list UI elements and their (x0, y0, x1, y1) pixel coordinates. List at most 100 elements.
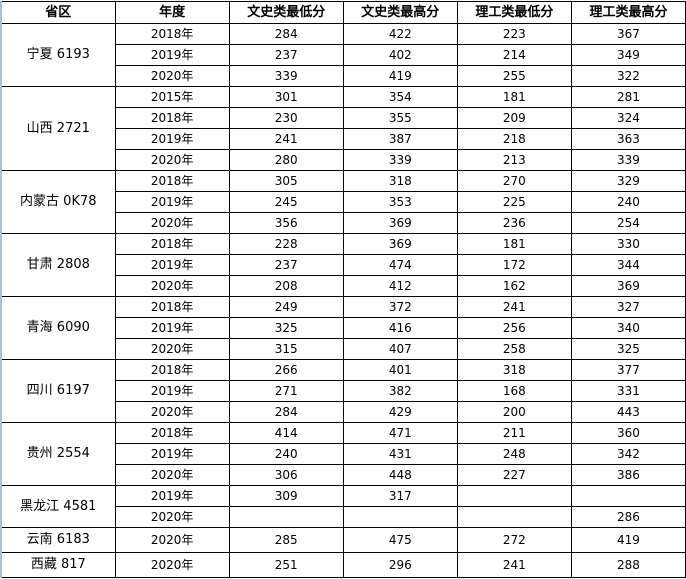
year-cell: 2018年 (114, 359, 230, 381)
arts-min-cell: 228 (228, 233, 344, 255)
arts-min-cell: 241 (228, 128, 344, 150)
arts-min-cell: 208 (228, 275, 344, 297)
table-row: 2020年 280 339 213 339 (1, 149, 686, 171)
table-row: 黑龙江 4581 2019年 309 317 (0, 485, 686, 528)
arts-min-cell: 339 (228, 65, 344, 87)
province-cell: 贵州 2554 (0, 422, 116, 486)
table-row: 甘肃 2808 2018年 228 369 181 330 (0, 233, 686, 297)
header-year: 年度 (114, 1, 230, 24)
science-min-cell: 272 (456, 527, 572, 553)
year-cell: 2020年 (114, 338, 230, 360)
arts-min-cell: 285 (228, 527, 344, 553)
science-max-cell: 367 (570, 23, 686, 45)
year-cell: 2019年 (114, 317, 230, 339)
year-cell: 2019年 (114, 443, 230, 465)
year-cell: 2015年 (114, 86, 230, 108)
arts-max-cell: 448 (342, 464, 458, 486)
science-min-cell: 181 (456, 233, 572, 255)
arts-max-cell: 387 (342, 128, 458, 150)
header-row: 省区 年度 文史类最低分 文史类最高分 理工类最低分 理工类最高分 (0, 1, 686, 24)
year-cell: 2020年 (114, 506, 230, 528)
table-row: 云南 6183 2020年 285 475 272 419 (0, 527, 686, 553)
arts-min-cell: 284 (228, 401, 344, 423)
science-min-cell: 241 (456, 296, 572, 318)
science-max-cell: 240 (570, 191, 686, 213)
arts-max-cell: 369 (342, 212, 458, 234)
arts-max-cell: 318 (342, 170, 458, 192)
science-max-cell: 329 (570, 170, 686, 192)
header-province: 省区 (0, 1, 116, 24)
year-cell: 2018年 (114, 296, 230, 318)
science-min-cell: 213 (456, 149, 572, 171)
arts-max-cell: 429 (342, 401, 458, 423)
arts-min-cell: 230 (228, 107, 344, 129)
header-arts-min: 文史类最低分 (228, 1, 344, 24)
table-row: 2019年 237 474 172 344 (1, 254, 686, 276)
table-row: 四川 6197 2018年 266 401 318 377 (0, 359, 686, 423)
table-row: 2019年 241 387 218 363 (1, 128, 686, 150)
arts-min-cell: 414 (228, 422, 344, 444)
science-min-cell: 236 (456, 212, 572, 234)
science-min-cell: 241 (456, 552, 572, 578)
science-max-cell: 281 (570, 86, 686, 108)
table-row: 贵州 2554 2018年 414 471 211 360 (0, 422, 686, 486)
arts-min-cell: 237 (228, 254, 344, 276)
arts-max-cell: 474 (342, 254, 458, 276)
science-min-cell: 172 (456, 254, 572, 276)
science-min-cell: 223 (456, 23, 572, 45)
year-cell: 2020年 (114, 212, 230, 234)
table-row: 山西 2721 2015年 301 354 181 281 (0, 86, 686, 171)
table-row: 2019年 325 416 256 340 (1, 317, 686, 339)
science-max-cell: 322 (570, 65, 686, 87)
arts-min-cell: 325 (228, 317, 344, 339)
year-cell: 2019年 (114, 44, 230, 66)
arts-max-cell: 402 (342, 44, 458, 66)
year-cell: 2019年 (114, 380, 230, 402)
science-min-cell: 258 (456, 338, 572, 360)
science-min-cell: 209 (456, 107, 572, 129)
province-cell: 青海 6090 (0, 296, 116, 360)
table-row: 2020年 286 (1, 506, 686, 528)
year-cell: 2020年 (114, 149, 230, 171)
arts-max-cell: 339 (342, 149, 458, 171)
arts-min-cell: 284 (228, 23, 344, 45)
science-max-cell: 288 (570, 552, 686, 578)
science-max-cell: 325 (570, 338, 686, 360)
arts-max-cell (342, 506, 458, 528)
arts-min-cell: 306 (228, 464, 344, 486)
year-cell: 2018年 (114, 170, 230, 192)
table-row: 青海 6090 2018年 249 372 241 327 (0, 296, 686, 360)
province-cell: 宁夏 6193 (0, 23, 116, 87)
year-cell: 2020年 (114, 401, 230, 423)
science-min-cell: 200 (456, 401, 572, 423)
table-row: 2020年 306 448 227 386 (1, 464, 686, 486)
arts-min-cell: 305 (228, 170, 344, 192)
province-cell: 黑龙江 4581 (0, 485, 116, 528)
arts-max-cell: 412 (342, 275, 458, 297)
year-cell: 2019年 (114, 254, 230, 276)
table-row: 2018年 230 355 209 324 (1, 107, 686, 129)
arts-max-cell: 416 (342, 317, 458, 339)
year-cell: 2018年 (114, 107, 230, 129)
science-max-cell: 286 (570, 506, 686, 528)
science-max-cell: 330 (570, 233, 686, 255)
science-min-cell: 214 (456, 44, 572, 66)
science-max-cell: 443 (570, 401, 686, 423)
year-cell: 2018年 (114, 422, 230, 444)
province-cell: 四川 6197 (0, 359, 116, 423)
arts-max-cell: 354 (342, 86, 458, 108)
table-body: 宁夏 6193 2018年 284 422 223 367 2019年 237 402 214 34… (0, 23, 686, 578)
science-max-cell: 363 (570, 128, 686, 150)
science-max-cell: 386 (570, 464, 686, 486)
year-cell: 2019年 (114, 485, 230, 507)
science-max-cell: 340 (570, 317, 686, 339)
arts-max-cell: 317 (342, 485, 458, 507)
science-min-cell: 227 (456, 464, 572, 486)
province-cell: 西藏 817 (0, 552, 116, 578)
arts-max-cell: 296 (342, 552, 458, 578)
arts-min-cell: 249 (228, 296, 344, 318)
header-science-max: 理工类最高分 (570, 1, 686, 24)
science-min-cell: 318 (456, 359, 572, 381)
arts-max-cell: 382 (342, 380, 458, 402)
